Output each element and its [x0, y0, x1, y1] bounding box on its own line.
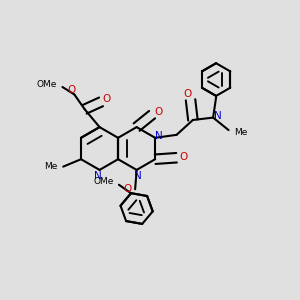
- Text: Me: Me: [44, 162, 58, 171]
- Text: O: O: [68, 85, 76, 95]
- Text: N: N: [134, 171, 141, 181]
- Text: N: N: [155, 131, 163, 141]
- Text: O: O: [183, 89, 192, 99]
- Text: O: O: [103, 94, 111, 104]
- Text: O: O: [124, 184, 132, 194]
- Text: O: O: [179, 152, 187, 162]
- Text: N: N: [214, 111, 221, 121]
- Text: OMe: OMe: [93, 177, 113, 186]
- Text: Me: Me: [234, 128, 247, 137]
- Text: N: N: [94, 171, 102, 181]
- Text: O: O: [154, 107, 162, 117]
- Text: OMe: OMe: [37, 80, 57, 88]
